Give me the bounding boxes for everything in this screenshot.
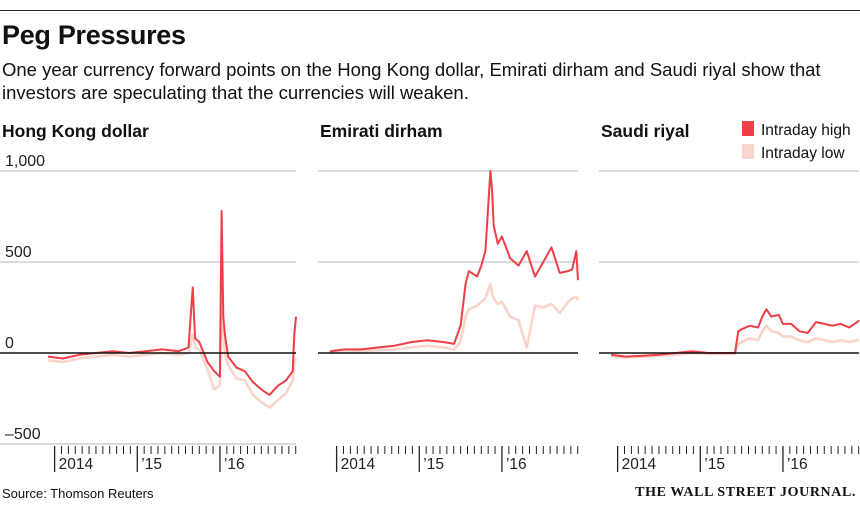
series-line-intraday-low: [47, 278, 298, 409]
panel-3: Saudi riyal 2014 ’15 ’16: [599, 121, 860, 473]
source-note: Source: Thomson Reuters: [2, 486, 154, 501]
x-tick-label: ’16: [506, 456, 527, 473]
x-tick-label: ’15: [423, 456, 444, 473]
x-tick-label: ’16: [224, 456, 245, 473]
x-tick-label: ’16: [787, 456, 808, 473]
chart-title: Peg Pressures: [2, 20, 186, 50]
series-line-intraday-high: [329, 170, 579, 353]
y-tick-label: –500: [5, 426, 41, 443]
y-tick-label: 0: [5, 335, 14, 352]
x-tick-label: ’15: [704, 456, 725, 473]
legend-label-low: Intraday low: [761, 145, 845, 162]
x-tick-label: 2014: [341, 456, 376, 473]
panel-1: Hong Kong dollar 1,000 500 0 –500 2014 ’15 ’16: [0, 121, 298, 473]
series-line-intraday-high: [47, 210, 297, 396]
series-line-intraday-low: [610, 324, 860, 359]
panel-title: Emirati dirham: [320, 121, 443, 141]
panel-title: Hong Kong dollar: [2, 121, 149, 141]
x-tick-label: 2014: [622, 456, 657, 473]
y-tick-label: 1,000: [5, 153, 45, 170]
chart-subtitle: One year currency forward points on the …: [2, 59, 821, 103]
y-tick-label: 500: [5, 244, 32, 261]
legend-label-high: Intraday high: [761, 122, 851, 139]
series-line-intraday-low: [329, 282, 580, 355]
legend-swatch-low: [742, 144, 754, 159]
legend: Intraday high Intraday low: [742, 121, 851, 162]
panel-2: Emirati dirham 2014 ’15 ’16: [318, 121, 580, 473]
panel-title: Saudi riyal: [601, 121, 690, 141]
publisher-credit: THE WALL STREET JOURNAL.: [635, 485, 856, 500]
legend-swatch-high: [742, 121, 754, 136]
x-tick-label: 2014: [59, 456, 94, 473]
x-tick-label: ’15: [141, 456, 162, 473]
top-rule: [0, 10, 860, 11]
series-line-intraday-high: [610, 308, 860, 358]
